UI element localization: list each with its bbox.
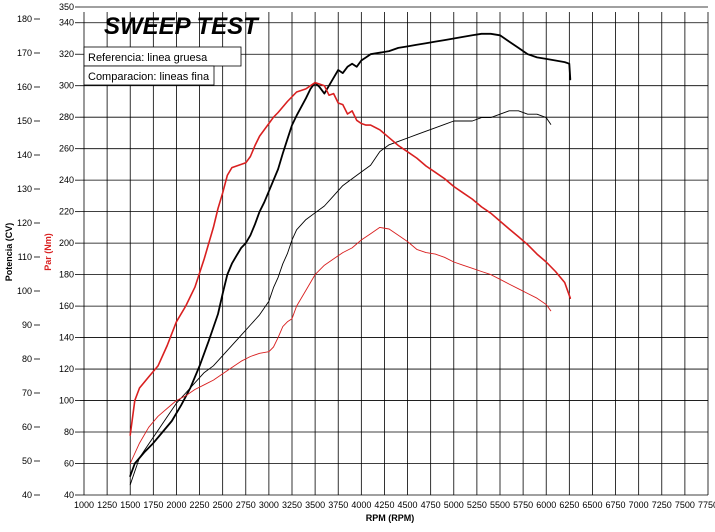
torque-tick-label: 220 (59, 207, 74, 217)
torque-tick-label: 40 (64, 490, 74, 500)
torque-tick-label: 140 (59, 333, 74, 343)
x-tick-label: 4000 (351, 500, 371, 510)
power-tick-label: 50 (22, 456, 32, 466)
torque-tick-label: 80 (64, 427, 74, 437)
legend-comparison-label: Comparacion: lineas fina (88, 71, 210, 83)
power-tick-label: 120 (17, 218, 32, 228)
x-tick-label: 2500 (213, 500, 233, 510)
power-tick-label: 70 (22, 388, 32, 398)
x-tick-label: 5000 (444, 500, 464, 510)
x-tick-label: 4250 (374, 500, 394, 510)
power-tick-label: 140 (17, 150, 32, 160)
power-tick-label: 110 (18, 252, 32, 262)
x-tick-label: 4750 (421, 500, 441, 510)
y-axis-label-power: Potencia (CV) (4, 223, 14, 282)
x-tick-label: 6750 (606, 500, 626, 510)
power-tick-label: 80 (22, 354, 32, 364)
torque-tick-label: 100 (59, 396, 74, 406)
x-tick-label: 5500 (490, 500, 510, 510)
x-tick-label: 1500 (120, 500, 140, 510)
power-tick-label: 150 (17, 116, 32, 126)
legend-reference-label: Referencia: linea gruesa (88, 52, 208, 64)
x-tick-label: 5750 (513, 500, 533, 510)
torque-tick-label: 200 (59, 238, 74, 248)
legend-comparison-box (83, 65, 215, 86)
x-tick-label: 5250 (467, 500, 487, 510)
x-tick-label: 7500 (675, 500, 695, 510)
torque-tick-label: 240 (59, 175, 74, 185)
x-tick-label: 7250 (652, 500, 672, 510)
x-tick-label: 3500 (305, 500, 325, 510)
torque-tick-label: 260 (59, 144, 74, 154)
power-tick-label: 160 (17, 82, 32, 92)
torque-tick-label: 280 (59, 112, 74, 122)
x-tick-label: 6250 (559, 500, 579, 510)
power-tick-label: 170 (17, 48, 32, 58)
torque-tick-label: 320 (59, 49, 74, 59)
torque-tick-label: 340 (59, 18, 74, 28)
power-tick-label: 180 (17, 14, 32, 24)
x-tick-label: 2250 (190, 500, 210, 510)
series-line-4 (129, 226, 552, 464)
power-tick-label: 90 (22, 320, 32, 330)
x-tick-label: 4500 (398, 500, 418, 510)
series-line-2 (129, 110, 552, 486)
x-tick-label: 7750 (698, 500, 715, 510)
power-tick-label: 130 (17, 184, 32, 194)
grid-layer (80, 6, 709, 496)
x-tick-label: 7000 (629, 500, 649, 510)
torque-tick-label: 180 (59, 270, 74, 280)
x-tick-label: 1250 (97, 500, 117, 510)
series-line-1 (129, 32, 572, 478)
torque-tick-label: 60 (64, 459, 74, 469)
x-tick-label: 2750 (236, 500, 256, 510)
chart-title: SWEEP TEST (104, 13, 260, 40)
x-tick-label: 3750 (328, 500, 348, 510)
y-axis-label-torque: Par (Nm) (43, 233, 53, 271)
x-tick-label: 1750 (143, 500, 163, 510)
x-tick-label: 6500 (582, 500, 602, 510)
x-tick-label: 2000 (166, 500, 186, 510)
x-tick-label: 3250 (282, 500, 302, 510)
torque-tick-label: 120 (59, 364, 74, 374)
x-tick-label: 6000 (536, 500, 556, 510)
torque-tick-label: 160 (59, 301, 74, 311)
x-tick-label: 1000 (74, 500, 94, 510)
torque-tick-label: 350 (59, 2, 74, 12)
axis-layer: 1000 1250 1500 1750 2000 2250 2500 2750 3000 3250… (17, 2, 715, 510)
power-tick-label: 100 (17, 286, 32, 296)
x-axis-label: RPM (RPM) (366, 513, 415, 523)
torque-tick-label: 300 (59, 81, 74, 91)
x-tick-label: 3000 (259, 500, 279, 510)
series-layer (129, 32, 572, 486)
legend-box: Referencia: linea gruesa Comparacion: li… (83, 46, 242, 86)
power-tick-label: 40 (22, 490, 32, 500)
power-tick-label: 60 (22, 422, 32, 432)
series-line-3 (129, 81, 572, 437)
